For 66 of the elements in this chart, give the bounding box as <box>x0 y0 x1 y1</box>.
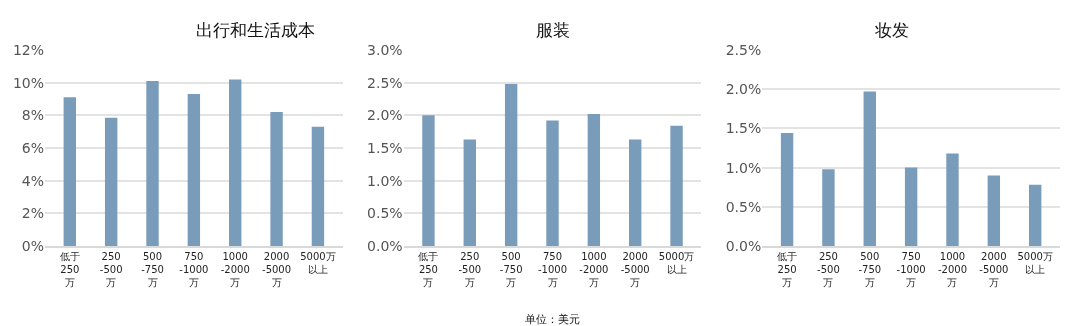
bar <box>463 139 476 246</box>
x-tick-label: 低于 250 万 <box>777 251 798 288</box>
x-tick-label: 750 -1000 万 <box>896 251 926 288</box>
bar <box>587 114 601 246</box>
y-tick-label: 0% <box>21 237 44 254</box>
x-tick-label: 5000万以上 <box>658 251 695 275</box>
chart-title: 妆发 <box>875 20 909 40</box>
x-tick-label: 2000 -5000 万 <box>979 251 1009 288</box>
bar <box>946 153 959 246</box>
y-tick-label: 3.0% <box>367 41 403 58</box>
y-tick-label: 2.5% <box>367 74 403 91</box>
bar <box>987 175 1001 246</box>
x-tick-label: 250 -500 万 <box>458 251 482 288</box>
y-tick-label: 6% <box>21 139 44 156</box>
x-tick-label: 2000 -5000 万 <box>262 251 292 288</box>
x-tick-label: 1000 -2000 万 <box>937 251 968 288</box>
bar <box>63 97 77 246</box>
y-tick-label: 1.0% <box>725 159 762 176</box>
x-tick-label: 250 -500 万 <box>817 251 840 288</box>
bar <box>104 117 118 246</box>
x-tick-label: 5000万以上 <box>300 251 336 275</box>
y-tick-label: 0.0% <box>725 237 762 254</box>
bar <box>311 126 325 246</box>
x-tick-label: 750 -1000 万 <box>179 251 209 288</box>
y-tick-label: 1.0% <box>367 172 403 189</box>
x-tick-label: 1000 -2000 万 <box>579 251 609 288</box>
bar <box>229 79 242 246</box>
y-tick-label: 8% <box>21 107 44 124</box>
bar <box>780 133 794 246</box>
text: 单位：美元 <box>525 313 580 326</box>
y-tick-label: 0.5% <box>367 205 403 222</box>
x-tick-label: 1000 -2000 万 <box>220 251 250 288</box>
bar <box>863 91 876 246</box>
x-tick-label: 500 -750 万 <box>499 251 523 288</box>
bar <box>629 139 642 246</box>
y-tick-label: 2% <box>21 205 44 222</box>
y-tick-label: 1.5% <box>725 120 762 137</box>
bar <box>546 120 559 246</box>
bar <box>822 169 835 246</box>
x-tick-label: 500 -750 万 <box>858 251 882 288</box>
y-tick-label: 1.5% <box>367 139 403 156</box>
x-tick-label: 2000 -5000 万 <box>620 251 650 288</box>
x-tick-label: 低于 250 万 <box>59 251 80 288</box>
x-tick-label: 250 -500 万 <box>99 251 123 288</box>
y-tick-label: 4% <box>21 172 44 189</box>
bar <box>187 94 201 246</box>
y-tick-label: 0.0% <box>367 237 403 254</box>
bar <box>1028 184 1042 246</box>
bar <box>422 115 435 246</box>
y-tick-label: 12% <box>12 41 44 58</box>
bar <box>904 167 918 246</box>
x-tick-label: 5000万以上 <box>1017 251 1053 275</box>
chart-title: 出行和生活成本 <box>196 20 315 40</box>
x-tick-label: 750 -1000 万 <box>537 251 568 288</box>
x-tick-label: 低于 250 万 <box>418 251 439 288</box>
y-tick-label: 2.0% <box>367 107 403 124</box>
bar <box>270 112 283 246</box>
bar <box>670 125 683 246</box>
bar <box>504 83 518 246</box>
y-tick-label: 0.5% <box>725 198 762 215</box>
y-tick-label: 2.5% <box>725 41 762 58</box>
x-tick-label: 500 -750 万 <box>141 251 164 288</box>
y-tick-label: 10% <box>12 74 44 91</box>
y-tick-label: 2.0% <box>725 81 762 98</box>
chart-title: 服装 <box>536 20 570 40</box>
bar <box>146 81 159 246</box>
